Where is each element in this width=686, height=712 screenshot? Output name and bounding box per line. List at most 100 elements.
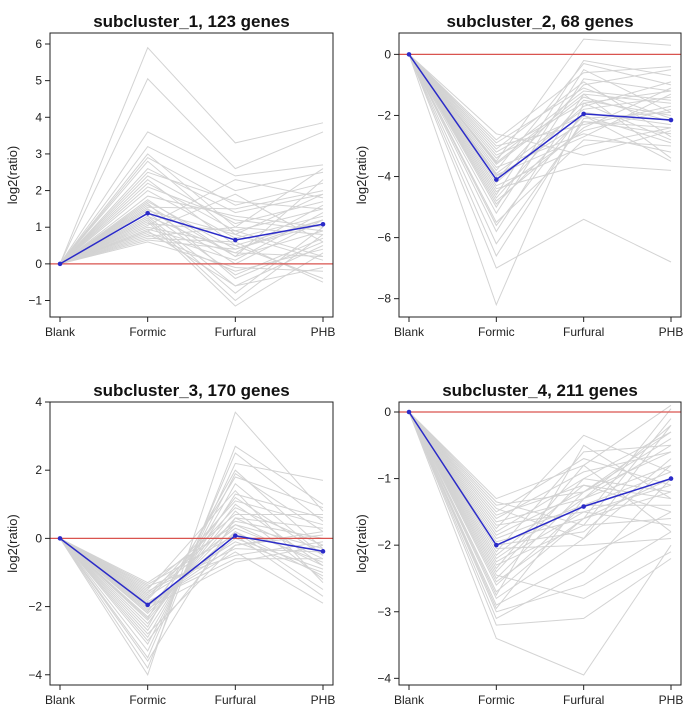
chart-title: subcluster_4, 211 genes [442, 381, 638, 400]
y-tick-label: 1 [35, 220, 42, 234]
gene-profile-line [59, 46, 324, 265]
gene-profile-line [408, 411, 672, 613]
data-lines [399, 38, 681, 307]
y-tick-label: 0 [384, 47, 391, 61]
gene-profile-line [408, 411, 672, 533]
gene-profile-line [408, 411, 672, 533]
gene-profile-line [59, 517, 324, 618]
gene-profile-line [408, 404, 672, 570]
gene-profile-line [59, 195, 324, 265]
x-tick-label: Furfural [215, 325, 256, 339]
gene-profile-line [59, 156, 324, 265]
chart-panel-3: subcluster_3, 170 genes −4 −2 0 2 4 Blank Formi… [5, 381, 335, 707]
y-tick-label: −8 [377, 292, 391, 306]
gene-profile-line [59, 175, 324, 265]
gene-profile-line [408, 54, 672, 307]
gene-profile-line [408, 411, 672, 506]
centroid-point [57, 261, 63, 267]
gene-profile-line [408, 54, 672, 202]
chart-panel-4: subcluster_4, 211 genes −4 −3 −2 −1 0 Blank For… [354, 381, 683, 707]
y-tick-label: 0 [35, 531, 42, 545]
gene-profile-line [59, 77, 324, 265]
x-tick-label: Blank [394, 325, 425, 339]
x-tick-label: Formic [478, 693, 515, 707]
gene-profile-line [408, 54, 672, 245]
x-tick-label: Formic [478, 325, 515, 339]
gene-profile-line [408, 411, 672, 526]
y-tick-label: −1 [28, 294, 42, 308]
y-tick-label: −4 [28, 668, 42, 682]
gene-profile-line [59, 237, 324, 283]
plot-frame [49, 32, 334, 318]
gene-profile-line [408, 54, 672, 193]
y-tick-label: −2 [377, 538, 391, 552]
gene-profile-line [408, 54, 672, 150]
gene-profile-line [408, 411, 672, 626]
gene-profile-line [408, 54, 672, 205]
centroid-point [406, 409, 412, 415]
gene-profile-line [59, 496, 324, 613]
centroid-line [408, 53, 672, 181]
x-tick-label: Formic [129, 693, 166, 707]
y-tick-label: −6 [377, 231, 391, 245]
plot-frame [398, 401, 682, 686]
gene-profile-line [408, 54, 672, 187]
data-lines [399, 404, 681, 676]
y-tick-label: −2 [377, 108, 391, 122]
y-tick-label: 4 [35, 110, 42, 124]
data-lines [50, 46, 333, 307]
x-tick-label: PHB [311, 693, 336, 707]
y-tick-label: 6 [35, 37, 42, 51]
centroid-line [59, 212, 324, 265]
gene-profile-line [59, 215, 324, 265]
gene-profile-line [408, 411, 671, 540]
centroid-point [494, 542, 499, 548]
gene-profile-line [408, 411, 672, 560]
centroid-point [668, 117, 674, 123]
gene-profile-line [59, 537, 324, 597]
centroid-point [145, 210, 150, 216]
data-lines [50, 411, 333, 676]
gene-profile-line [59, 168, 324, 265]
gene-profile-line [408, 411, 672, 540]
centroid-point [581, 504, 586, 509]
gene-profile-line [408, 54, 672, 257]
gene-profile-line [59, 171, 324, 265]
y-tick-label: −1 [377, 472, 391, 486]
gene-profile-line [408, 54, 672, 233]
y-axis-label: log2(ratio) [354, 514, 369, 573]
plot-frame [398, 32, 682, 318]
gene-profile-line [408, 411, 672, 676]
x-tick-label: Furfural [215, 693, 256, 707]
y-tick-label: 2 [35, 463, 42, 477]
gene-profile-line [59, 472, 324, 646]
gene-profile-line [408, 54, 672, 190]
gene-profile-line [408, 411, 672, 553]
y-tick-label: 0 [35, 257, 42, 271]
gene-profile-line [59, 520, 324, 594]
x-tick-label: Blank [394, 693, 425, 707]
gene-profile-line [59, 179, 324, 265]
gene-profile-line [408, 411, 672, 550]
gene-profile-line [59, 230, 324, 287]
centroid-point [57, 536, 63, 541]
gene-profile-line [59, 411, 324, 676]
gene-profile-line [59, 160, 324, 265]
gene-profile-line [59, 190, 324, 265]
gene-profile-line [59, 212, 324, 265]
gene-profile-line [59, 241, 324, 272]
gene-profile-line [408, 54, 672, 269]
gene-profile-line [59, 186, 324, 265]
gene-profile-line [59, 179, 324, 265]
gene-profile-line [59, 534, 324, 597]
chart-title: subcluster_2, 68 genes [446, 12, 633, 31]
gene-profile-line [59, 219, 324, 302]
gene-profile-line [59, 483, 324, 639]
y-tick-label: −2 [28, 600, 42, 614]
gene-profile-line [59, 489, 324, 591]
gene-profile-line [59, 537, 323, 603]
x-tick-label: Furfural [563, 693, 604, 707]
x-tick-label: Blank [45, 693, 76, 707]
gene-profile-line [408, 54, 672, 209]
gene-profile-line [408, 411, 672, 599]
